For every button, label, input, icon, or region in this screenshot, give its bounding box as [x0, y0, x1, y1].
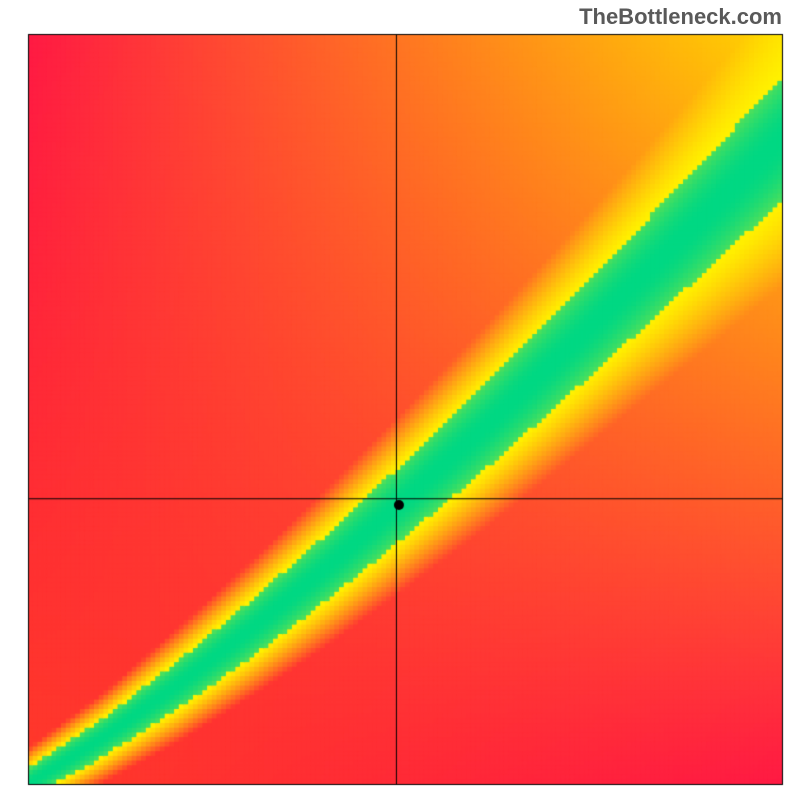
- bottleneck-heatmap: [0, 0, 800, 800]
- watermark-text: TheBottleneck.com: [579, 4, 782, 30]
